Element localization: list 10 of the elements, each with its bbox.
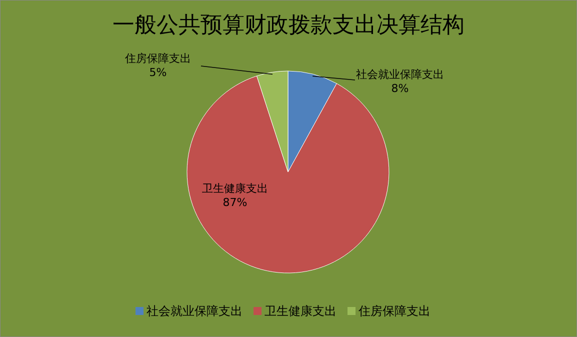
legend-label: 社会就业保障支出: [146, 304, 242, 318]
data-label: 8%: [391, 82, 409, 95]
slice-label: 卫生健康支出: [202, 182, 268, 195]
data-label: 87%: [222, 196, 248, 209]
slice-label: 社会就业保障支出: [356, 68, 444, 81]
slice-label: 住房保障支出: [125, 52, 191, 65]
chart-title: 一般公共预算财政拨款支出决算结构: [112, 12, 464, 37]
data-label: 5%: [149, 66, 167, 79]
legend-label: 卫生健康支出: [264, 304, 336, 318]
legend-label: 住房保障支出: [358, 304, 430, 318]
